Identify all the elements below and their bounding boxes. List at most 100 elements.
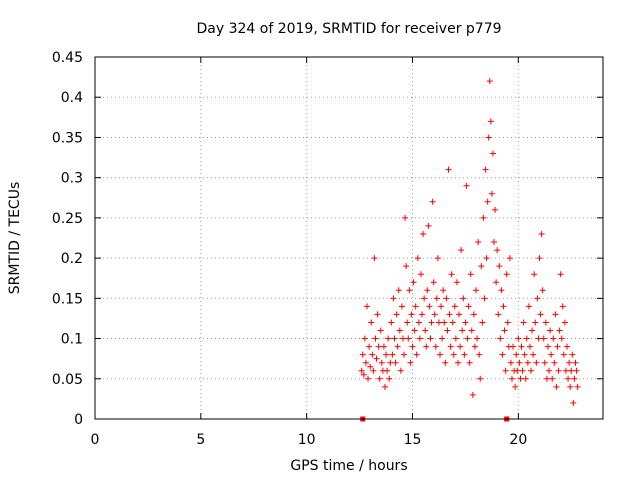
data-point	[558, 335, 565, 342]
data-point	[449, 319, 456, 326]
data-point	[407, 359, 414, 366]
data-point	[499, 351, 506, 358]
data-point	[361, 335, 368, 342]
data-point	[494, 247, 501, 254]
data-point	[368, 319, 375, 326]
y-tick-label: 0.4	[61, 90, 83, 106]
data-point	[480, 214, 487, 221]
data-point	[425, 222, 432, 229]
data-point	[485, 134, 492, 141]
data-point	[503, 271, 510, 278]
data-point	[438, 303, 445, 310]
data-point	[484, 198, 491, 205]
y-tick-label: 0.35	[52, 130, 83, 146]
data-point	[556, 327, 563, 334]
data-point	[536, 255, 543, 262]
data-point	[445, 166, 452, 173]
data-point	[394, 343, 401, 350]
data-point	[568, 367, 575, 374]
axis-ticks: 0 0.05 0.1 0.15 0.2 0.25 0.3 0.35 0.4 0.45 0 5 10 15 2…	[52, 50, 603, 448]
data-point	[574, 383, 581, 390]
data-point	[497, 335, 504, 342]
data-point	[363, 303, 370, 310]
data-point	[385, 335, 392, 342]
data-point	[413, 351, 420, 358]
data-point	[381, 383, 388, 390]
data-point	[524, 359, 531, 366]
data-point	[406, 287, 413, 294]
data-point	[372, 335, 379, 342]
data-point	[492, 206, 499, 213]
data-point	[474, 335, 481, 342]
data-point	[371, 255, 378, 262]
data-point	[452, 335, 459, 342]
data-point	[546, 367, 553, 374]
data-point	[424, 287, 431, 294]
data-point	[486, 78, 493, 85]
data-point	[391, 335, 398, 342]
data-point	[483, 255, 490, 262]
y-tick-label: 0.1	[61, 332, 83, 348]
data-point	[360, 371, 367, 378]
data-point	[543, 375, 550, 382]
data-point	[401, 351, 408, 358]
data-point	[490, 239, 497, 246]
data-point	[552, 311, 559, 318]
data-point	[542, 319, 549, 326]
data-point	[553, 383, 560, 390]
data-point	[388, 319, 395, 326]
data-point	[564, 343, 571, 350]
data-point	[541, 359, 548, 366]
y-tick-label: 0	[74, 412, 83, 428]
data-point	[456, 311, 463, 318]
data-point	[487, 118, 494, 125]
data-point	[534, 295, 541, 302]
data-point	[420, 230, 427, 237]
data-point	[496, 263, 503, 270]
data-point	[533, 359, 540, 366]
data-point	[559, 303, 566, 310]
data-point	[359, 351, 366, 358]
data-point	[471, 343, 478, 350]
x-tick-label: 15	[404, 432, 422, 448]
data-point	[437, 351, 444, 358]
data-point	[408, 311, 415, 318]
data-point	[473, 287, 479, 294]
data-point	[466, 359, 473, 366]
data-point	[362, 359, 369, 366]
data-point	[380, 343, 387, 350]
data-point	[571, 375, 578, 382]
data-point	[507, 359, 514, 366]
data-point	[455, 359, 462, 366]
data-point	[367, 363, 374, 370]
data-point	[443, 295, 450, 302]
data-point	[374, 311, 381, 318]
data-point	[530, 351, 537, 358]
data-point	[459, 327, 466, 334]
data-point	[529, 327, 536, 334]
grid	[95, 57, 603, 419]
data-point	[521, 351, 528, 358]
data-point	[510, 343, 517, 350]
data-point	[565, 375, 572, 382]
plot-frame	[94, 56, 604, 420]
data-point	[526, 343, 533, 350]
data-point	[376, 375, 383, 382]
data-point	[538, 230, 545, 237]
data-point	[493, 279, 500, 286]
y-tick-label: 0.3	[61, 171, 83, 187]
data-point	[403, 263, 410, 270]
data-point	[555, 367, 562, 374]
data-point	[451, 303, 458, 310]
data-point	[506, 255, 513, 262]
data-point	[517, 375, 524, 382]
data-point	[470, 311, 477, 318]
data-point	[560, 351, 567, 358]
data-point	[562, 367, 569, 374]
data-point	[515, 335, 522, 342]
data-point	[383, 351, 390, 358]
data-point	[422, 327, 429, 334]
data-point	[554, 343, 561, 350]
data-points	[358, 78, 581, 422]
